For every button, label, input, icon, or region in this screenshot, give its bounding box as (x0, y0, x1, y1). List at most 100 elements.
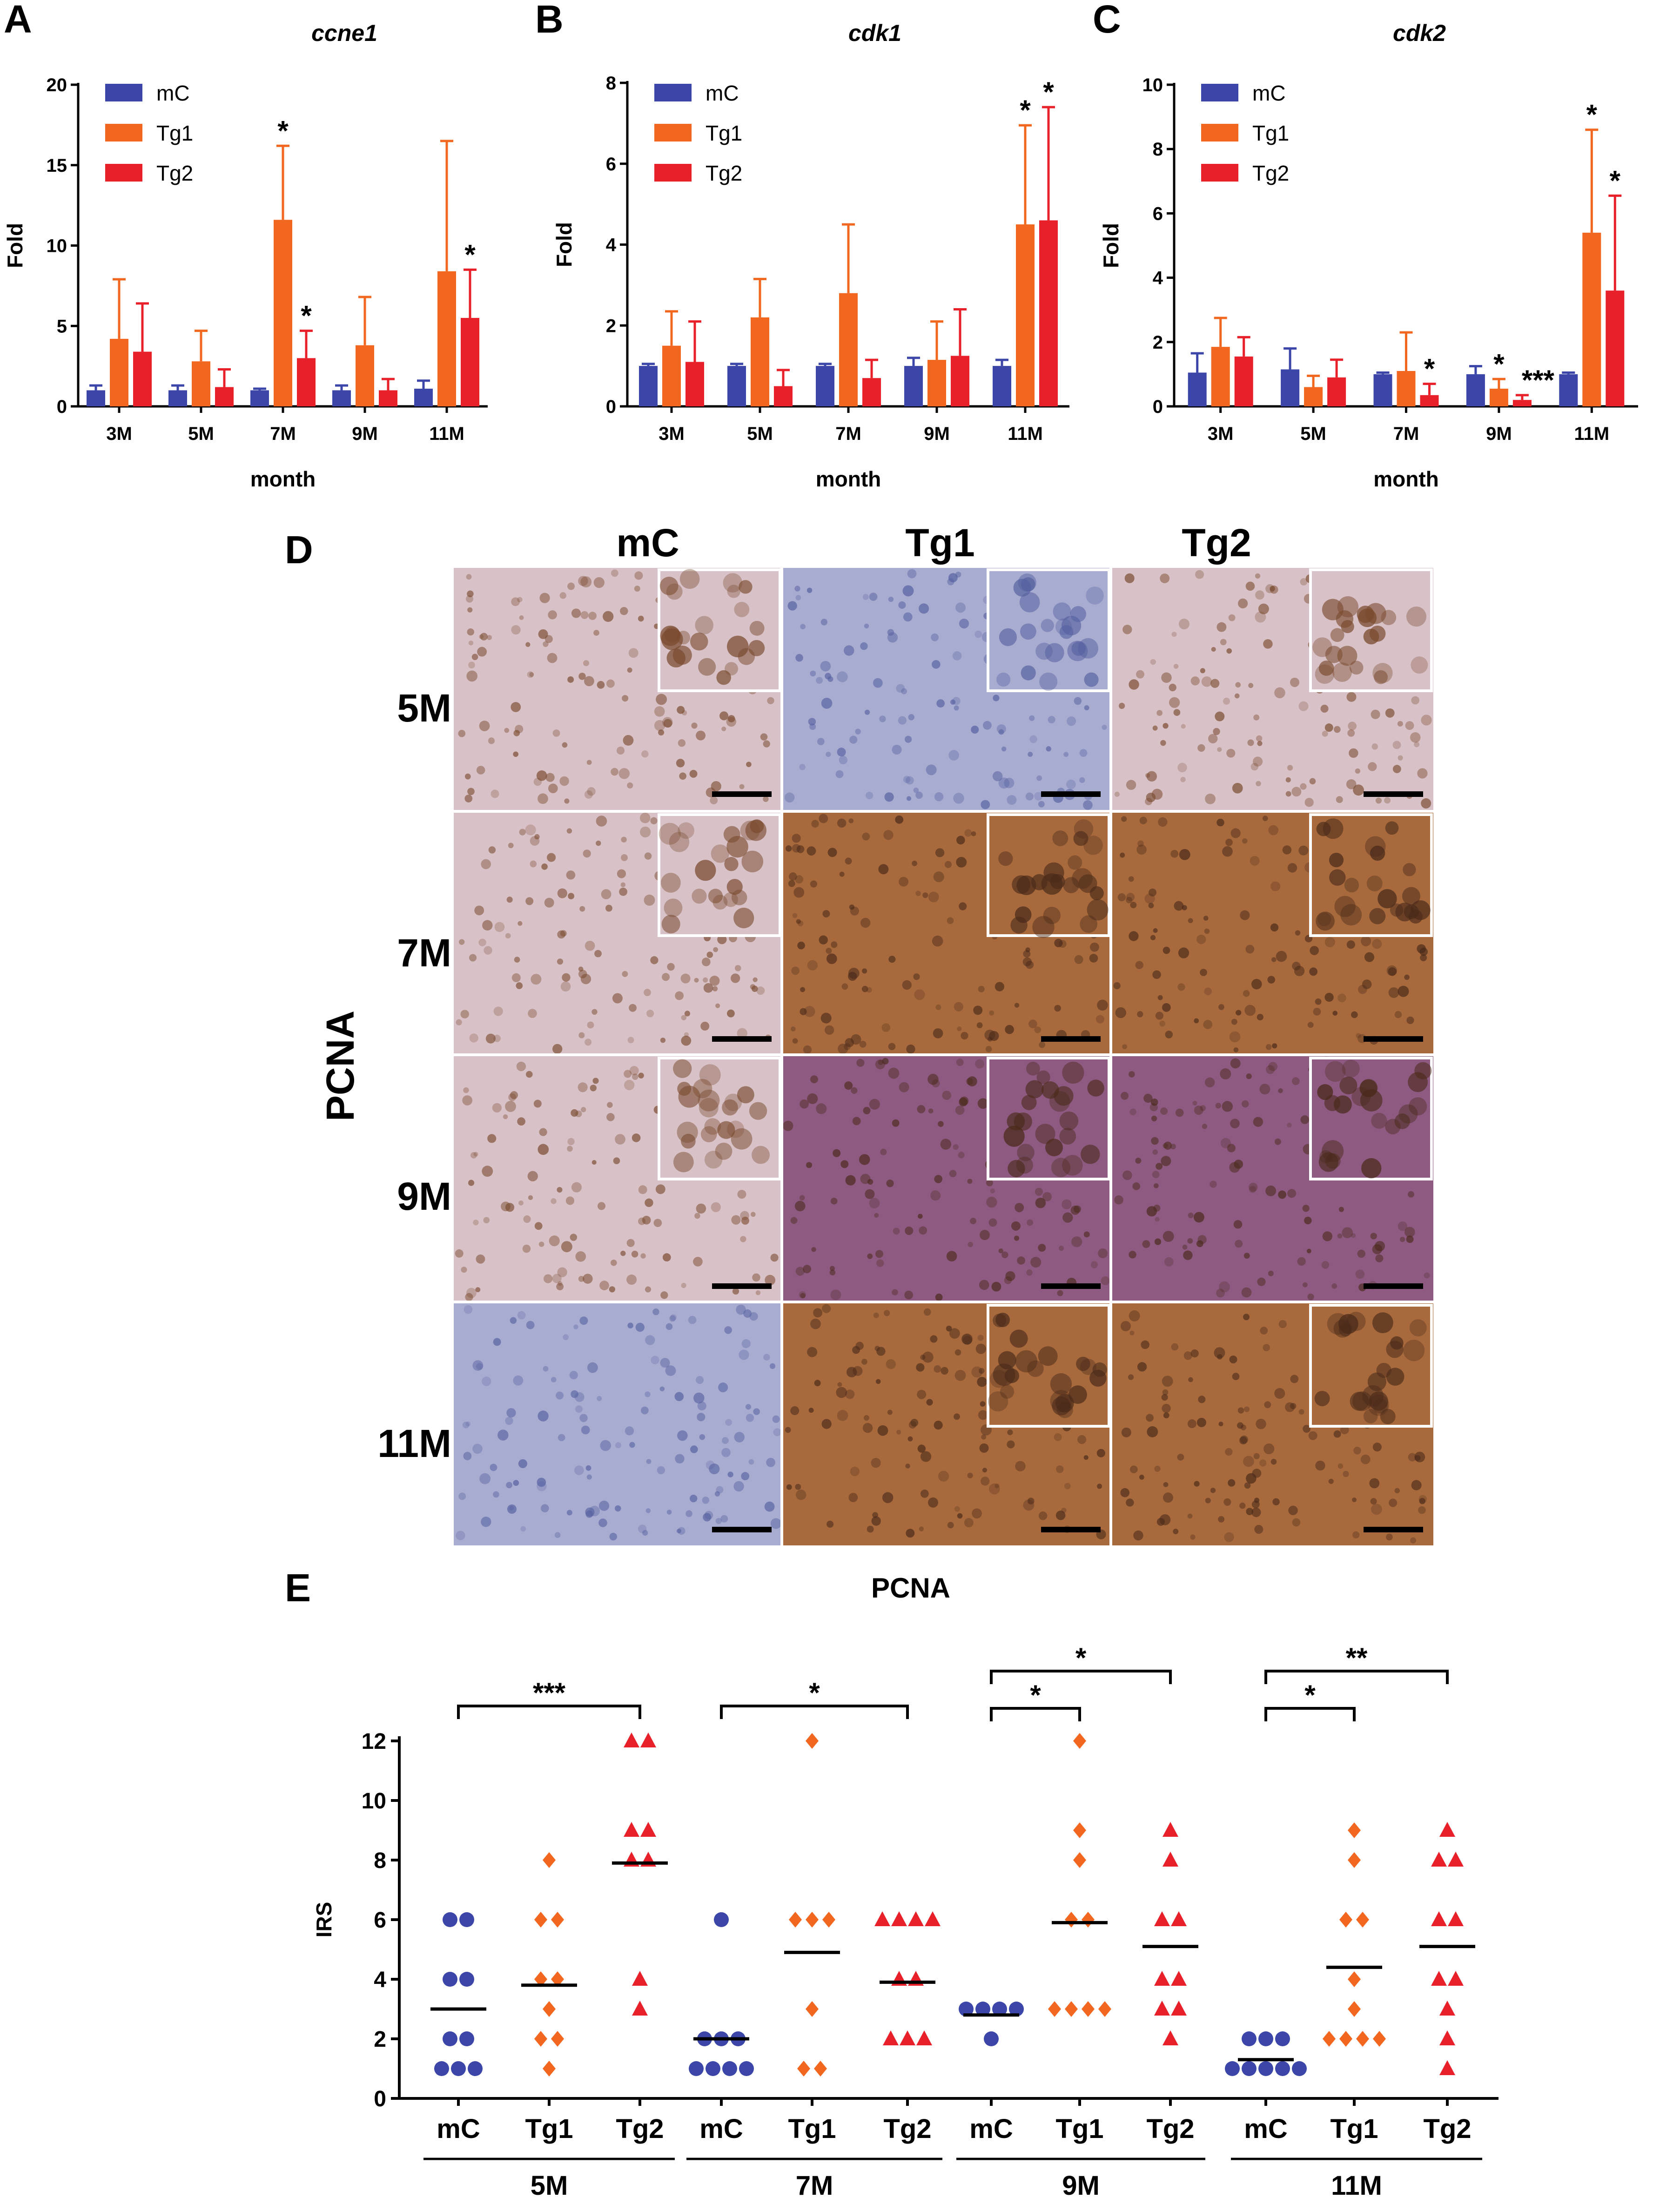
cell-nucleus (1054, 1433, 1062, 1441)
cell-nucleus (1333, 1430, 1341, 1438)
cell-nucleus (554, 1532, 561, 1538)
y-axis-label-b: Fold (552, 222, 576, 267)
cell-nucleus (651, 1355, 659, 1364)
cell-nucleus (973, 1005, 983, 1015)
legend-label-mc: mC (1252, 81, 1286, 105)
cell-nucleus (1350, 1391, 1369, 1411)
legend-label-tg1: Tg1 (706, 121, 742, 145)
cell-nucleus (695, 616, 714, 634)
cell-nucleus (986, 1179, 993, 1187)
cell-nucleus (848, 971, 857, 981)
cell-nucleus (1250, 856, 1260, 866)
cell-nucleus (615, 1442, 621, 1449)
cell-nucleus (695, 860, 716, 881)
cell-nucleus (562, 973, 571, 982)
points-7m-tg1 (789, 1733, 835, 2077)
y-tick-label: 0 (374, 2087, 386, 2111)
cell-nucleus (903, 612, 913, 622)
cell-nucleus (749, 1102, 767, 1120)
cell-nucleus (455, 1249, 464, 1258)
cell-nucleus (1121, 816, 1127, 822)
cell-nucleus (1175, 1108, 1184, 1117)
data-point-mc (459, 2031, 474, 2046)
points-5m-tg1 (534, 1852, 564, 2077)
data-point-tg2 (624, 1733, 639, 1747)
bar-tg2-7m (297, 358, 316, 406)
cell-nucleus (467, 607, 473, 613)
cell-nucleus (1203, 916, 1209, 921)
significance-star: * (464, 239, 476, 270)
cell-nucleus (1135, 1158, 1142, 1164)
cell-nucleus (670, 1314, 677, 1321)
cell-nucleus (1300, 1115, 1310, 1124)
cell-nucleus (1371, 743, 1378, 750)
cell-nucleus (1015, 1203, 1024, 1213)
bar-tg2-3m (685, 362, 704, 406)
cell-nucleus (1252, 756, 1263, 767)
cell-nucleus (1257, 1277, 1266, 1286)
cell-nucleus (1139, 1475, 1144, 1480)
cell-nucleus (1362, 979, 1372, 989)
x-tick-label: Tg2 (1423, 2114, 1471, 2144)
cell-nucleus (932, 660, 941, 669)
cell-nucleus (700, 1126, 717, 1143)
cell-nucleus (528, 1009, 537, 1018)
cell-nucleus (631, 1250, 638, 1258)
cell-nucleus (931, 633, 939, 641)
cell-nucleus (1380, 1409, 1396, 1424)
cell-nucleus (1156, 1163, 1163, 1170)
cell-nucleus (800, 1099, 809, 1109)
cell-nucleus (948, 750, 959, 761)
data-point-tg2 (883, 2030, 899, 2045)
bar-tg2-3m (133, 351, 152, 406)
cell-nucleus (517, 921, 523, 926)
cell-nucleus (1011, 1221, 1021, 1231)
cell-nucleus (1090, 942, 1099, 952)
cell-nucleus (1059, 1111, 1079, 1131)
data-point-tg2 (1171, 2001, 1187, 2016)
x-axis-label-b: month (816, 467, 881, 491)
cell-nucleus (1204, 928, 1210, 934)
data-point-tg1 (1348, 1852, 1361, 1868)
bar-tg1-7m (839, 293, 858, 406)
cell-nucleus (657, 1466, 665, 1475)
cell-nucleus (466, 574, 472, 580)
data-point-tg1 (1348, 1822, 1361, 1838)
bracket-line (457, 1705, 641, 1719)
cell-nucleus (1152, 725, 1158, 731)
cell-nucleus (1309, 778, 1316, 785)
cell-nucleus (995, 1483, 1000, 1489)
bar-tg2-11m (1039, 220, 1058, 406)
cell-nucleus (1181, 724, 1186, 729)
y-tick-label: 8 (606, 73, 616, 94)
cell-nucleus (1349, 748, 1358, 758)
cell-nucleus (1343, 1470, 1349, 1477)
cell-nucleus (1190, 1349, 1199, 1358)
x-tick-label: Tg1 (1330, 2114, 1378, 2144)
y-tick-label: 4 (374, 1968, 386, 1992)
cell-nucleus (467, 628, 474, 636)
cell-nucleus (1141, 1340, 1149, 1349)
cell-nucleus (1126, 780, 1136, 790)
cell-nucleus (1411, 696, 1420, 705)
cell-nucleus (1136, 670, 1144, 679)
cell-nucleus (510, 1091, 518, 1099)
bar-tg2-5m (215, 387, 234, 406)
cell-nucleus (940, 1139, 951, 1150)
cell-nucleus (998, 777, 1010, 789)
cell-nucleus (1025, 792, 1034, 801)
data-point-tg2 (900, 2030, 915, 2045)
cell-nucleus (1255, 611, 1266, 623)
cell-nucleus (587, 1021, 594, 1029)
cell-nucleus (1219, 1281, 1230, 1293)
cell-nucleus (567, 676, 574, 683)
cell-nucleus (1268, 825, 1279, 836)
cell-nucleus (1162, 1403, 1171, 1413)
cell-nucleus (1025, 1080, 1044, 1099)
cell-nucleus (765, 1274, 776, 1286)
cell-nucleus (581, 1425, 590, 1435)
cell-nucleus (786, 1484, 792, 1490)
cell-nucleus (1403, 863, 1416, 877)
grid-gutter (454, 810, 1433, 813)
cell-nucleus (575, 1251, 586, 1262)
